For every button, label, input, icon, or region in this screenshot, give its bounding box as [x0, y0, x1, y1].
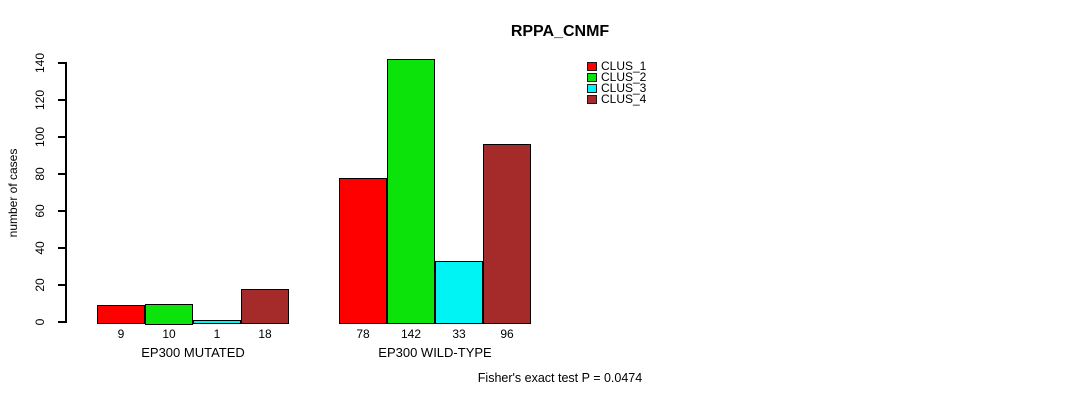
legend-label: CLUS_4: [601, 92, 647, 106]
legend-swatch-icon: [587, 84, 597, 93]
y-axis-tick-label: 80: [33, 167, 47, 181]
legend-item-clus_3: CLUS_3: [587, 81, 647, 95]
y-axis-tick-label: 40: [33, 241, 47, 255]
bar-value-label: 96: [500, 327, 514, 341]
y-axis-tick: [58, 173, 66, 175]
category-label-ep300-wild-type: EP300 WILD-TYPE: [378, 345, 492, 360]
bar-clus_4-ep300-mutated: [241, 288, 289, 325]
legend: CLUS_1 CLUS_2 CLUS_3 CLUS_4: [587, 59, 647, 106]
category-label-ep300-mutated: EP300 MUTATED: [141, 345, 245, 360]
bar-value-label: 142: [400, 327, 422, 341]
bar-clus_1-ep300-mutated: [97, 305, 145, 325]
bar-value-label: 33: [452, 327, 466, 341]
bar-value-label: 1: [213, 327, 221, 341]
legend-swatch-icon: [587, 62, 597, 71]
legend-item-clus_2: CLUS_2: [587, 70, 647, 84]
bar-clus_1-ep300-wild-type: [339, 177, 387, 325]
chart-title: RPPA_CNMF: [510, 23, 610, 40]
y-axis-tick: [58, 62, 66, 64]
y-axis-line: [65, 62, 67, 323]
y-axis-tick-label: 120: [33, 89, 47, 111]
y-axis-tick: [58, 284, 66, 286]
y-axis-tick-label: 0: [33, 318, 47, 326]
y-axis-tick-label: 60: [33, 204, 47, 218]
y-axis-tick-label: 20: [33, 278, 47, 292]
y-axis-tick: [58, 210, 66, 212]
legend-item-clus_1: CLUS_1: [587, 59, 647, 73]
bar-clus_3-ep300-wild-type: [435, 260, 483, 325]
y-axis-tick: [58, 136, 66, 138]
legend-swatch-icon: [587, 73, 597, 82]
y-axis-tick: [58, 247, 66, 249]
legend-label: CLUS_1: [601, 59, 647, 73]
bar-clus_3-ep300-mutated: [193, 320, 241, 325]
y-axis-tick-label: 100: [33, 126, 47, 148]
y-axis-tick: [58, 99, 66, 101]
fisher-test-annotation: Fisher's exact test P = 0.0474: [477, 371, 643, 385]
bar-clus_2-ep300-wild-type: [387, 59, 435, 325]
y-axis-tick-label: 140: [33, 52, 47, 74]
legend-label: CLUS_2: [601, 70, 647, 84]
bar-value-label: 18: [258, 327, 272, 341]
bar-clus_4-ep300-wild-type: [483, 144, 531, 325]
legend-swatch-icon: [587, 95, 597, 104]
y-axis-label: number of cases: [6, 148, 20, 238]
bar-clus_2-ep300-mutated: [145, 303, 193, 325]
y-axis-tick: [58, 321, 66, 323]
bar-value-label: 10: [162, 327, 176, 341]
bar-value-label: 78: [356, 327, 370, 341]
legend-item-clus_4: CLUS_4: [587, 92, 647, 106]
bar-value-label: 9: [117, 327, 125, 341]
legend-label: CLUS_3: [601, 81, 647, 95]
